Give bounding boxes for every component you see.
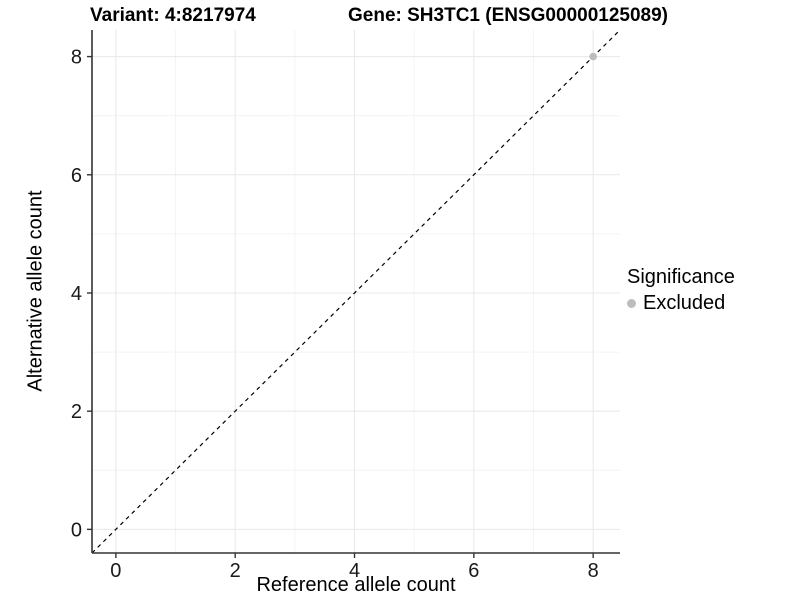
- y-tick-label: 0: [71, 519, 82, 541]
- y-tick-label: 6: [71, 165, 82, 187]
- x-tick-label: 2: [230, 560, 241, 582]
- x-tick-label: 6: [468, 560, 479, 582]
- y-tick-label: 8: [71, 47, 82, 69]
- legend: Significance Excluded: [627, 265, 735, 314]
- gene-title: Gene: SH3TC1 (ENSG00000125089): [348, 5, 668, 26]
- x-tick-label: 4: [349, 560, 360, 582]
- x-axis-title: Reference allele count: [256, 574, 456, 596]
- legend-title: Significance: [627, 266, 735, 288]
- x-tick-label: 8: [588, 560, 599, 582]
- identity-dashed-line: [91, 29, 621, 554]
- y-axis-title: Alternative allele count: [24, 190, 47, 392]
- legend-item-excluded: Excluded: [627, 292, 735, 314]
- x-tick-label: 0: [110, 560, 121, 582]
- variant-title: Variant: 4:8217974: [90, 5, 256, 26]
- data-point-excluded: [589, 52, 597, 61]
- legend-point-icon: [627, 298, 636, 308]
- y-tick-label: 2: [71, 401, 82, 423]
- legend-item-label: Excluded: [643, 292, 726, 314]
- y-tick-label: 4: [71, 283, 82, 305]
